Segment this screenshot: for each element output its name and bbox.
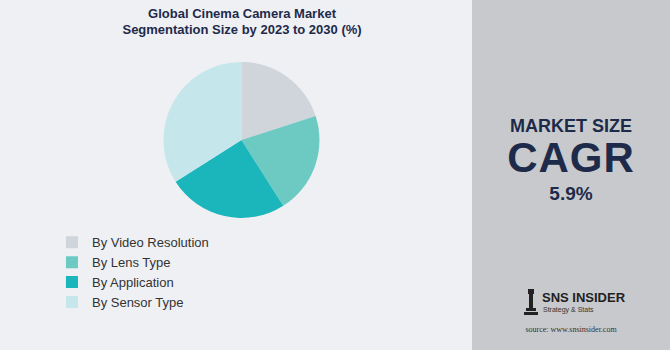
svg-text:Global Cinema Camera MarketSeg: Global Cinema Camera MarketSegmentation …	[122, 6, 361, 38]
html-text:Strategy & Stats: Strategy & Stats	[543, 306, 594, 313]
html-text:CAGR: CAGR	[507, 134, 635, 181]
svg-text:By Application: By Application	[92, 275, 174, 290]
svg-text:By Sensor Type: By Sensor Type	[92, 295, 184, 310]
html-text:source: www.snsinsider.com: source: www.snsinsider.com	[525, 325, 617, 334]
html-text:SNS INSIDER: SNS INSIDER	[542, 290, 626, 305]
svg-text:By Lens Type: By Lens Type	[92, 255, 171, 270]
html-text:5.9%: 5.9%	[549, 183, 593, 204]
html-text:MARKET SIZE: MARKET SIZE	[510, 116, 632, 136]
svg-text:By Video Resolution: By Video Resolution	[92, 235, 209, 250]
